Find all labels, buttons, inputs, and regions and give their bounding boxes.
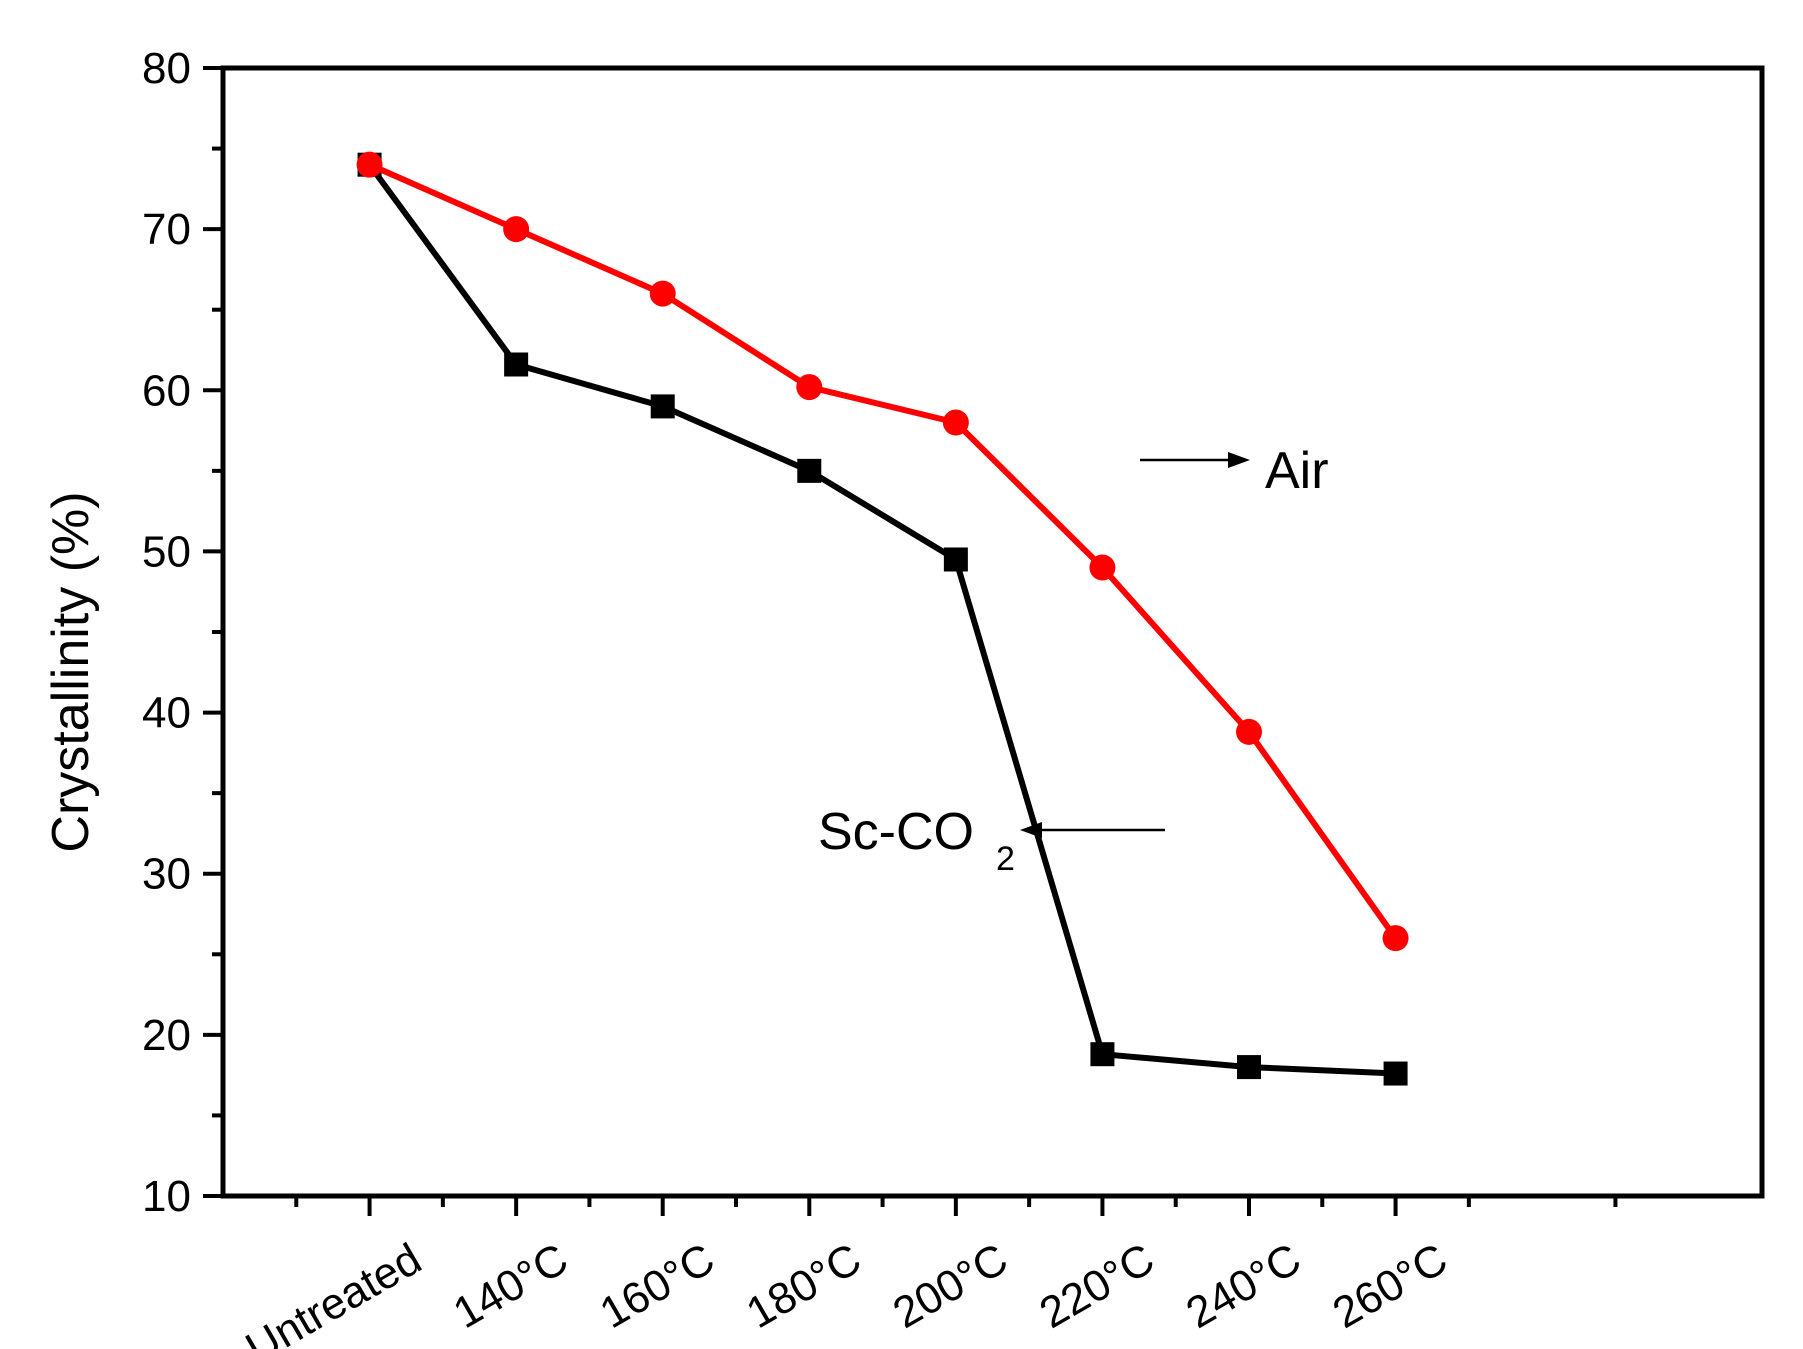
- data-point-sc-co2: [1237, 1055, 1261, 1080]
- data-point-air: [649, 280, 676, 307]
- y-tick-label: 20: [142, 1011, 191, 1060]
- sc-co2-label-subscript: 2: [996, 840, 1015, 878]
- y-tick-label: 50: [142, 527, 191, 576]
- data-point-sc-co2: [1383, 1061, 1408, 1086]
- data-point-air: [503, 216, 530, 243]
- data-point-sc-co2: [504, 352, 529, 377]
- sc-co2-arrow-head: [1020, 822, 1042, 838]
- y-tick-label: 60: [142, 366, 191, 415]
- y-tick-label: 30: [142, 850, 191, 899]
- sc-co2-label-main: Sc-CO: [818, 803, 974, 861]
- data-point-sc-co2: [1090, 1042, 1115, 1067]
- axes: [220, 65, 1765, 1199]
- ticks: 10 20 30 40 50 60 70 80 Untreated 140°C 160°C 180°C…: [142, 44, 1618, 1349]
- data-point-air: [942, 409, 969, 436]
- sc-co2-annotation: Sc-CO 2: [818, 803, 1165, 878]
- data-point-air: [796, 374, 823, 401]
- y-axis-label: Crystallinity (%): [42, 491, 100, 852]
- y-tick-label: 80: [142, 44, 191, 93]
- data-point-sc-co2: [650, 394, 675, 419]
- data-point-air: [356, 151, 383, 178]
- air-arrow-head: [1228, 452, 1250, 468]
- x-tick-label: Untreated: [238, 1234, 430, 1349]
- series-line-air: [368, 161, 1399, 940]
- x-tick-label: 240°C: [1178, 1234, 1309, 1338]
- data-point-sc-co2: [943, 547, 968, 572]
- air-annotation: Air: [1140, 442, 1329, 500]
- data-point-sc-co2: [797, 458, 822, 483]
- data-point-air: [1382, 925, 1409, 952]
- y-tick-label: 70: [142, 205, 191, 254]
- x-tick-label: 200°C: [885, 1234, 1016, 1338]
- x-tick-label: 180°C: [738, 1234, 869, 1338]
- series-sc-co2: [357, 152, 1408, 1086]
- x-tick-label: 140°C: [445, 1234, 576, 1338]
- data-point-air: [1089, 554, 1116, 581]
- air-label: Air: [1265, 442, 1329, 500]
- x-tick-label: 160°C: [592, 1234, 723, 1338]
- series-line-sc-co2: [367, 162, 1396, 1077]
- sc-co2-label: Sc-CO: [818, 803, 974, 861]
- y-tick-label: 10: [142, 1172, 191, 1221]
- plot-frame: [220, 65, 1765, 1199]
- data-point-air: [1236, 718, 1262, 745]
- x-tick-label: 220°C: [1032, 1234, 1163, 1338]
- x-tick-label: 260°C: [1325, 1234, 1456, 1338]
- series-layer: [356, 151, 1409, 1086]
- series-air: [356, 151, 1409, 952]
- y-tick-label: 40: [142, 689, 191, 738]
